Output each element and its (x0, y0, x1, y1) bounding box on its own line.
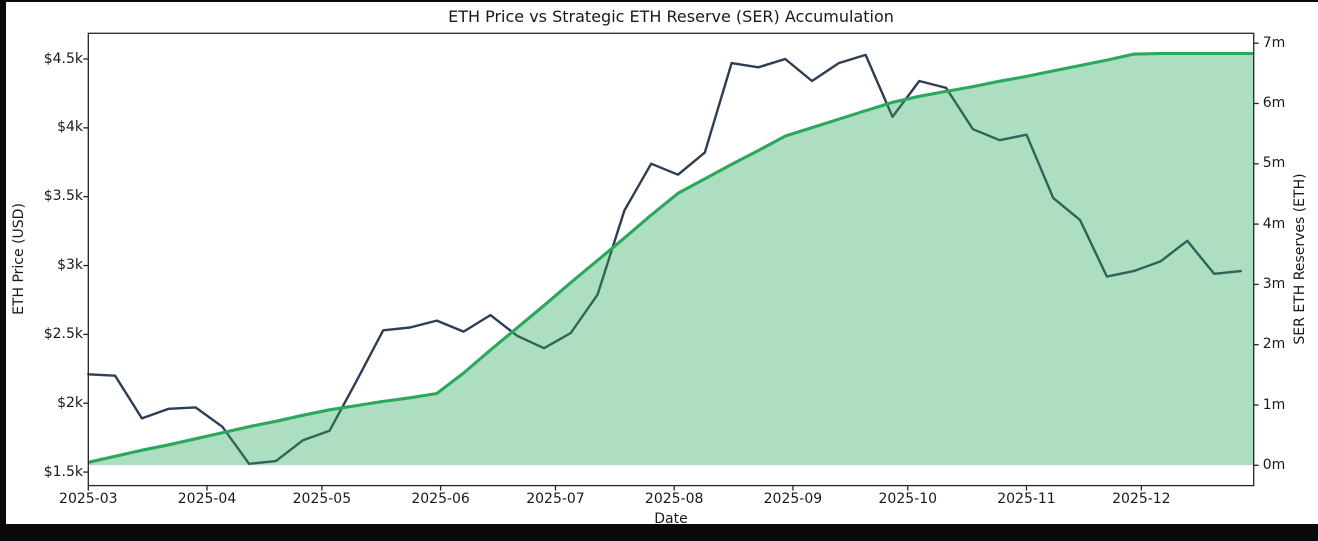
y-left-tick-label: $3.5k (43, 188, 83, 205)
x-tick-label: 2025-05 (292, 491, 352, 507)
y-left-tick-label: $2k (57, 394, 83, 411)
y-right-tick-label: 4m (1262, 215, 1286, 232)
y-right-tick-label: 3m (1262, 275, 1286, 292)
x-tick-label: 2025-07 (526, 491, 585, 507)
y-left-tick-label: $4.5k (43, 50, 83, 67)
y-right-tick-label: 1m (1262, 396, 1286, 413)
ser-reserve-area (88, 53, 1254, 466)
ser-reserve-line (87, 51, 1254, 464)
x-tick-label: 2025-12 (1112, 491, 1171, 507)
y-left-tick-label: $3k (57, 257, 83, 274)
y-right-tick-label: 7m (1262, 34, 1286, 51)
y-left-tick-label: $2.5k (43, 325, 83, 342)
x-tick-label: 2025-10 (878, 491, 938, 507)
y-left-tick-label: $4k (57, 119, 83, 136)
x-tick-label: 2025-03 (59, 491, 118, 507)
y-right-tick-label: 2m (1262, 336, 1286, 353)
chart-title: ETH Price vs Strategic ETH Reserve (SER)… (448, 7, 894, 26)
y-right-tick-label: 0m (1262, 456, 1286, 473)
x-axis-label: Date (654, 511, 688, 527)
y-axis-label-right: SER ETH Reserves (ETH) (1292, 173, 1308, 345)
x-tick-label: 2025-08 (644, 491, 704, 507)
plot-spines (87, 32, 1255, 487)
chart-figure: ETH Price vs Strategic ETH Reserve (SER)… (6, 2, 1318, 527)
chart-canvas (83, 32, 1259, 491)
x-tick-label: 2025-09 (763, 491, 823, 507)
y-left-tick-label: $1.5k (43, 463, 83, 480)
x-tick-label: 2025-06 (411, 491, 470, 507)
eth-price-line (87, 53, 1243, 465)
y-right-tick-label: 6m (1262, 95, 1286, 111)
x-tick-label: 2025-04 (177, 491, 237, 507)
x-tick-label: 2025-11 (997, 491, 1056, 507)
y-right-tick-label: 5m (1262, 155, 1286, 172)
